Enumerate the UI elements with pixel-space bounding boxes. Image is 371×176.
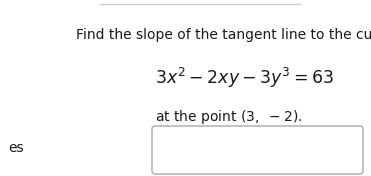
- Text: Find the slope of the tangent line to the curve: Find the slope of the tangent line to th…: [76, 28, 371, 42]
- Text: es: es: [8, 141, 24, 155]
- FancyBboxPatch shape: [152, 126, 363, 174]
- Text: $3x^2 - 2xy - 3y^3 = 63$: $3x^2 - 2xy - 3y^3 = 63$: [155, 66, 334, 90]
- Text: at the point $(3,\ -2)$.: at the point $(3,\ -2)$.: [155, 108, 302, 126]
